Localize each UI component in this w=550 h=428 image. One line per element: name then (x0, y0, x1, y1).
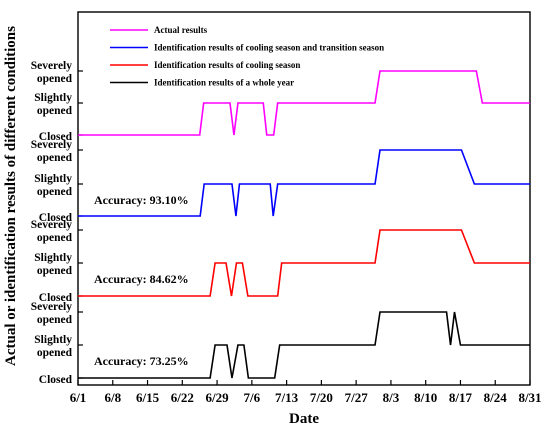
y-tick-label: opened (37, 347, 73, 359)
y-tick-label: Severely (31, 219, 73, 231)
y-tick-label: opened (37, 314, 73, 326)
y-axis-title: Actual or identification results of diff… (3, 26, 19, 366)
y-tick-label: Closed (39, 374, 73, 386)
y-tick-label: Slightly (34, 334, 72, 346)
y-tick-label: Closed (39, 131, 73, 143)
y-tick-label: Severely (31, 60, 73, 72)
x-axis-title: Date (289, 411, 319, 427)
accuracy-label-4: Accuracy: 73.25% (94, 354, 189, 368)
x-tick-label: 6/15 (136, 390, 160, 405)
legend-entry-1: Actual results (154, 25, 208, 35)
x-tick-label: 8/10 (414, 390, 437, 405)
y-tick-label: opened (37, 105, 73, 117)
x-tick-label: 8/3 (383, 390, 400, 405)
x-tick-label: 7/27 (345, 390, 369, 405)
legend: Actual results Identification results of … (110, 25, 384, 88)
y-tick-label: Slightly (34, 92, 72, 104)
x-tick-label: 6/8 (104, 390, 121, 405)
x-tick-label: 8/31 (518, 390, 541, 405)
x-tick-label: 7/13 (275, 390, 299, 405)
x-tick-label: 8/24 (484, 390, 508, 405)
x-tick-label: 8/17 (449, 390, 473, 405)
y-tick-label: Closed (39, 212, 73, 224)
y-tick-label: Slightly (34, 173, 72, 185)
accuracy-label-2: Accuracy: 93.10% (94, 193, 189, 207)
series-line-2 (78, 149, 530, 217)
x-tick-label: 7/20 (310, 390, 333, 405)
y-tick-label: opened (37, 152, 73, 164)
y-tick-label: opened (37, 73, 73, 85)
y-tick-label: Severely (31, 301, 73, 313)
legend-entry-4: Identification results of a whole year (154, 78, 294, 88)
legend-entry-3: Identification results of cooling season (154, 60, 300, 70)
plot-area: ClosedSlightlyopenedSeverelyopenedClosed… (31, 11, 542, 405)
y-tick-label: Severely (31, 139, 73, 151)
series-line-4 (78, 311, 530, 379)
y-tick-label: Slightly (34, 252, 72, 264)
y-tick-label: opened (37, 265, 73, 277)
x-tick-label: 6/1 (70, 390, 87, 405)
x-tick-label: 6/29 (206, 390, 230, 405)
x-tick-label: 6/22 (171, 390, 194, 405)
legend-entry-2: Identification results of cooling season… (154, 43, 384, 53)
series-line-1 (78, 70, 530, 136)
series-line-3 (78, 229, 530, 297)
plot-frame (77, 11, 531, 386)
y-tick-label: Closed (39, 292, 73, 304)
accuracy-label-3: Accuracy: 84.62% (94, 272, 189, 286)
y-tick-label: opened (37, 232, 73, 244)
x-tick-label: 7/6 (244, 390, 261, 405)
y-tick-label: opened (37, 186, 73, 198)
